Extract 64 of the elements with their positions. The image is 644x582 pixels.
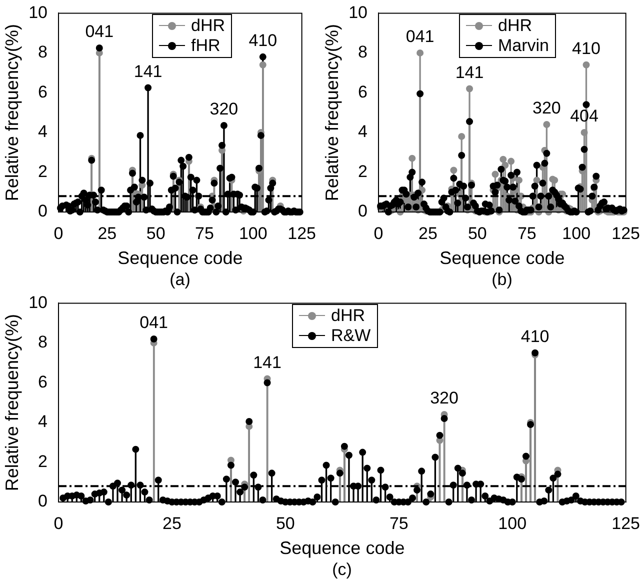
y-tick-label: 10 (348, 2, 368, 22)
annotation: 320 (532, 98, 561, 118)
legend-label: dHR (498, 16, 532, 36)
y-tick-label: 8 (38, 332, 48, 352)
y-axis-title: Relative frequency(%) (2, 24, 22, 202)
y-tick-label: 0 (38, 202, 48, 221)
annotation: 404 (570, 106, 598, 126)
annotation: 041 (85, 22, 114, 42)
y-tick-label: 10 (28, 2, 48, 22)
x-tick-label: 75 (517, 224, 536, 243)
text: (c) (331, 560, 353, 580)
text: (a) (168, 270, 192, 290)
x-tick-label: 50 (468, 224, 487, 243)
legend-label: dHR (190, 16, 225, 36)
x-tick-label: 125 (612, 514, 640, 533)
x-tick-label: 0 (54, 514, 64, 533)
y-tick-label: 4 (38, 412, 48, 432)
y-tick-label: 2 (358, 162, 368, 181)
x-tick-label: 100 (562, 224, 591, 243)
x-tick-label: 125 (612, 224, 640, 243)
x-axis-title: Sequence code (280, 538, 405, 558)
y-tick-label: 10 (28, 292, 48, 312)
y-tick-label: 8 (358, 42, 368, 62)
y-tick-label: 4 (358, 122, 368, 142)
y-tick-label: 6 (38, 372, 48, 392)
x-tick-label: 100 (498, 514, 527, 533)
annotation: 041 (406, 27, 434, 46)
y-tick-label: 2 (38, 162, 48, 181)
legend-label: R&W (331, 326, 371, 346)
x-tick-label: 125 (288, 224, 316, 243)
x-axis-title: Sequence code (440, 248, 565, 268)
y-axis-title: Relative frequency(%) (322, 24, 342, 202)
y-axis-title: Relative frequency(%) (2, 314, 22, 492)
x-tick-label: 75 (389, 514, 408, 533)
x-tick-label: 50 (146, 224, 166, 243)
x-tick-label: 0 (374, 224, 384, 243)
annotation: 410 (248, 31, 278, 50)
x-axis-title: Sequence code (118, 248, 243, 268)
x-tick-label: 25 (98, 224, 117, 243)
y-tick-label: 0 (38, 492, 48, 511)
annotation: 320 (210, 100, 238, 119)
annotation: 320 (430, 388, 458, 408)
annotation: 141 (455, 62, 484, 82)
legend-label: fHR (190, 36, 220, 56)
x-tick-label: 75 (195, 224, 214, 243)
y-tick-label: 0 (358, 202, 368, 221)
y-tick-label: 6 (38, 82, 48, 102)
x-tick-label: 100 (238, 224, 268, 243)
annotation: 141 (253, 352, 282, 372)
annotation: 141 (134, 62, 162, 81)
legend-label: dHR (331, 306, 366, 326)
x-tick-label: 25 (418, 224, 438, 243)
y-tick-label: 6 (358, 82, 368, 102)
annotation: 041 (140, 313, 168, 332)
x-tick-label: 25 (162, 514, 182, 533)
y-tick-label: 8 (38, 42, 48, 62)
x-tick-label: 0 (54, 224, 64, 243)
annotation: 410 (572, 39, 600, 58)
y-tick-label: 4 (38, 122, 48, 142)
text: (b) (490, 270, 514, 290)
y-tick-label: 2 (38, 452, 48, 471)
x-tick-label: 50 (276, 514, 295, 533)
legend-label: Marvin (498, 36, 549, 56)
annotation: 410 (520, 327, 550, 346)
